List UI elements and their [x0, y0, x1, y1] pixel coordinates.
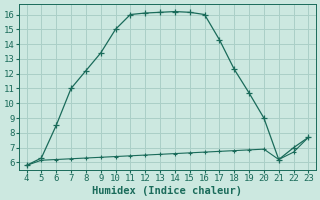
X-axis label: Humidex (Indice chaleur): Humidex (Indice chaleur) — [92, 186, 243, 196]
